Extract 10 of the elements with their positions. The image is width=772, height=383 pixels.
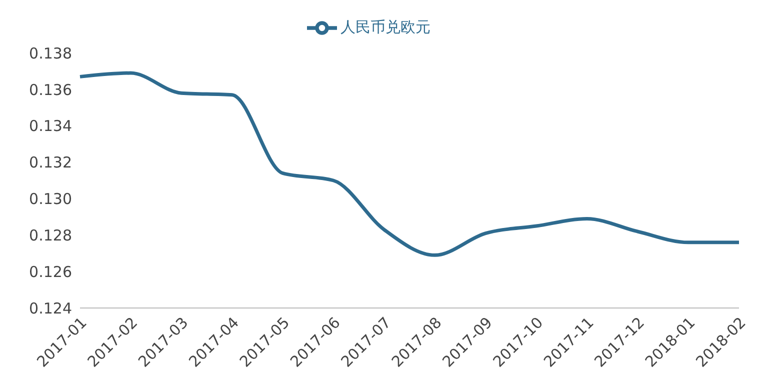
y-tick-label: 0.134 bbox=[29, 117, 72, 136]
legend-label: 人民币兑欧元 bbox=[340, 18, 430, 36]
y-tick-label: 0.132 bbox=[29, 154, 72, 172]
y-tick-label: 0.138 bbox=[29, 44, 72, 62]
y-tick-label: 0.130 bbox=[29, 190, 72, 208]
line-series bbox=[78, 71, 741, 257]
y-tick-label: 0.124 bbox=[29, 299, 72, 318]
y-tick-label: 0.126 bbox=[29, 262, 72, 281]
y-tick-label: 0.128 bbox=[29, 226, 72, 244]
y-tick-label: 0.136 bbox=[29, 80, 72, 99]
